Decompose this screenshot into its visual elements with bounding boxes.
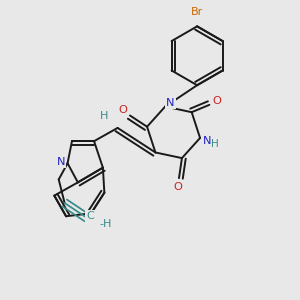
Text: O: O	[212, 96, 221, 106]
Text: O: O	[118, 105, 127, 115]
Text: Br: Br	[191, 7, 203, 17]
Text: N: N	[166, 98, 175, 108]
Text: O: O	[173, 182, 182, 192]
Text: H: H	[212, 139, 219, 149]
Text: -H: -H	[99, 219, 111, 229]
Text: C: C	[86, 211, 94, 221]
Text: H: H	[100, 110, 109, 121]
Text: N: N	[57, 157, 65, 167]
Text: N: N	[203, 136, 212, 146]
